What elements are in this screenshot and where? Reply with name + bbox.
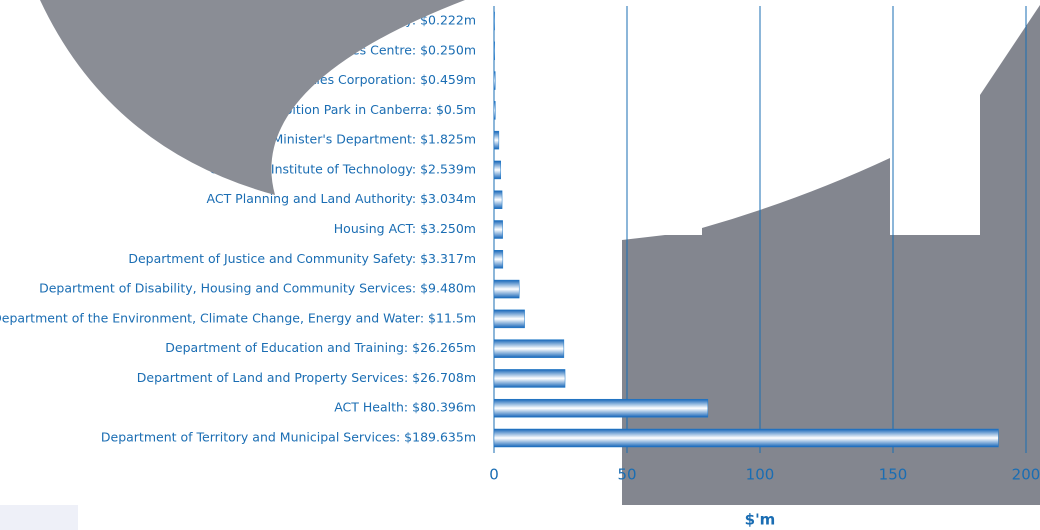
y-tick-label: Department of Territory and Municipal Se… (101, 430, 476, 445)
bar (493, 130, 500, 150)
bar (493, 41, 495, 61)
bar (493, 279, 520, 299)
x-axis-label: $'m (745, 511, 776, 529)
y-tick-label: ACT Health: $80.396m (334, 400, 476, 415)
y-tick-label: Department of Justice and Community Safe… (128, 251, 476, 266)
x-tick-label: 200 (1012, 466, 1040, 484)
gray-shape (622, 235, 1040, 505)
y-tick-label: Department of Land and Property Services… (137, 370, 476, 385)
y-tick-label: Department of Education and Training: $2… (165, 340, 476, 355)
bar (493, 339, 565, 358)
gray-shape (980, 5, 1040, 235)
y-tick-label: Exhibition Park in Canberra: $0.5m (258, 102, 476, 117)
bar (493, 160, 502, 180)
y-tick-label: ACT Planning and Land Authority: $3.034m (207, 191, 476, 206)
gray-shape (40, 0, 465, 195)
bar (493, 250, 504, 269)
gray-shape (702, 158, 890, 235)
y-tick-label: Department of Disability, Housing and Co… (39, 281, 476, 296)
x-tick-label: 50 (617, 466, 636, 484)
bar (493, 11, 495, 31)
x-tick-label: 0 (489, 466, 499, 484)
y-tick-label: Chief Minister's Department: $1.825m (236, 132, 476, 147)
y-tick-label: Housing ACT: $3.250m (334, 221, 476, 236)
bar (493, 309, 525, 329)
y-tick-label: Department of the Environment, Climate C… (0, 310, 476, 325)
x-tick-label: 100 (746, 466, 775, 484)
corner-box (0, 505, 78, 530)
bar (493, 398, 709, 418)
x-tick-label: 150 (879, 466, 908, 484)
bar (493, 369, 566, 388)
bar (493, 220, 503, 239)
bar (493, 428, 999, 448)
bar (493, 190, 503, 209)
bar (493, 71, 496, 90)
y-tick-label: Canberra Institute of Technology: $2.539… (209, 161, 476, 176)
bar (493, 101, 496, 120)
